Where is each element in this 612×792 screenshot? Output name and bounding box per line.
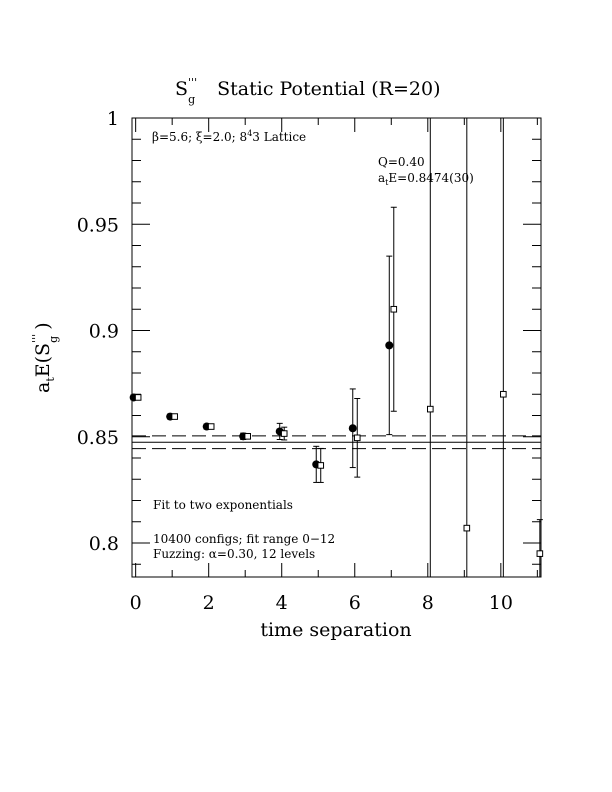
y-label-main: E(S: [32, 343, 54, 377]
y-label-sub: g: [47, 336, 60, 343]
fit-energy-annotation: atE=0.8474(30): [378, 171, 474, 187]
lattice-sup: 4: [247, 129, 252, 138]
q-value-annotation: Q=0.40: [378, 155, 425, 169]
title-symbol: S: [175, 78, 188, 100]
fuzzing-annotation: Fuzzing: α=0.30, 12 levels: [153, 547, 315, 561]
fit-energy-prefix: a: [378, 171, 385, 185]
y-tick-label: 1: [107, 108, 119, 130]
y-tick-label: 0.9: [89, 321, 119, 343]
x-tick-label: 4: [276, 592, 288, 614]
fit-energy-rest: E=0.8474(30): [388, 171, 473, 185]
x-tick-label: 6: [349, 592, 361, 614]
title-subscript: g: [188, 93, 195, 106]
data-point-square: [134, 394, 142, 401]
y-label-sup: ''': [30, 334, 43, 343]
y-tick-label: 0.85: [77, 427, 119, 449]
data-points: [129, 118, 544, 577]
configs-annotation: 10400 configs; fit range 0−12: [153, 532, 335, 546]
x-tick-label: 8: [422, 592, 434, 614]
y-tick-label: 0.95: [77, 214, 119, 236]
data-point-square: [463, 524, 471, 532]
x-tick-label: 10: [489, 592, 513, 614]
title-superscript: ''': [188, 76, 197, 89]
axis-tick-labels: 0 2 4 6 8 10 0.8 0.85 0.9 0.95 1: [77, 108, 513, 614]
fit-energy-sub: t: [385, 178, 389, 187]
x-tick-label: 0: [130, 592, 142, 614]
y-label-prefix: a: [32, 382, 54, 393]
x-axis-label: time separation: [260, 619, 411, 641]
lattice-post: 3 Lattice: [252, 130, 306, 144]
data-point-square: [280, 430, 288, 437]
lattice-annotation: β=5.6; ξ=2.0; 843 Lattice: [152, 129, 306, 144]
plot-frame: [131, 117, 542, 578]
axis-ticks: [132, 117, 541, 577]
data-point-circle: [348, 424, 357, 433]
y-label-suffix: ): [32, 322, 54, 335]
data-point-square: [500, 390, 507, 398]
title-text: Static Potential (R=20): [217, 78, 440, 100]
fit-band: [132, 435, 541, 450]
x-tick-label: 2: [203, 592, 215, 614]
data-point-square: [426, 405, 434, 413]
data-point-square: [390, 305, 398, 313]
chart-title: S''' g Static Potential (R=20): [175, 76, 440, 106]
data-point-square: [353, 434, 361, 442]
y-label-prefix-sub: t: [44, 377, 57, 382]
data-point-circle: [385, 341, 394, 350]
y-axis-label: atE(S''' g ): [30, 322, 60, 393]
lattice-pre: β=5.6; ξ=2.0; 8: [152, 130, 247, 144]
data-point-square: [207, 423, 215, 430]
y-tick-label: 0.8: [89, 533, 119, 555]
fit-method-annotation: Fit to two exponentials: [153, 498, 293, 512]
data-point-square: [536, 550, 544, 557]
data-point-square: [171, 413, 178, 420]
data-point-square: [317, 462, 325, 469]
data-point-square: [244, 433, 252, 440]
